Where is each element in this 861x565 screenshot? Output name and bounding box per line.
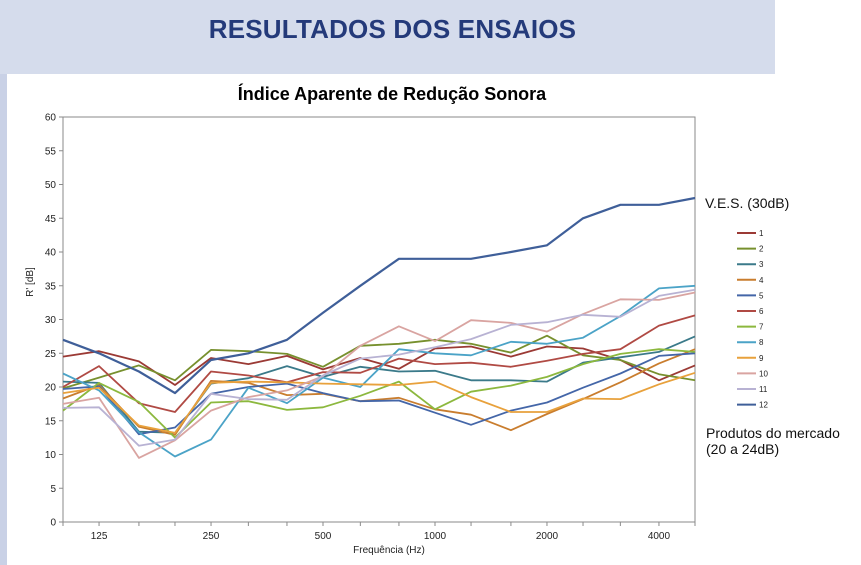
x-axis: 125 250 500 1000 2000 4000: [62, 522, 696, 542]
y-tick-label: 55: [45, 146, 57, 157]
series-line-2: [62, 334, 696, 390]
x-tick-label: 125: [91, 531, 108, 542]
legend-label-2: 2: [759, 245, 764, 254]
series-lines: [62, 196, 696, 459]
y-axis-title: R' [dB]: [25, 267, 36, 297]
series-line-12: [62, 196, 696, 395]
y-tick-label: 45: [45, 214, 57, 225]
y-tick-label: 10: [45, 450, 57, 461]
legend-label-12: 12: [759, 401, 768, 410]
legend-label-10: 10: [759, 369, 768, 378]
y-tick-label: 25: [45, 349, 57, 360]
legend-label-6: 6: [759, 307, 764, 316]
header-band: [0, 0, 775, 74]
chart-background: [10, 76, 704, 562]
legend-label-9: 9: [759, 354, 764, 363]
y-axis: 0 5 10 15 20 25 30 35 40 45 50 55 60: [45, 113, 63, 529]
market-annotation-line1: Produtos do mercado: [706, 425, 840, 441]
y-tick-label: 0: [50, 518, 56, 529]
page-title: RESULTADOS DOS ENSAIOS: [208, 14, 577, 44]
x-axis-title: Frequência (Hz): [353, 545, 425, 556]
y-tick-label: 5: [50, 484, 56, 495]
legend-label-8: 8: [759, 338, 764, 347]
y-tick-label: 30: [45, 315, 57, 326]
y-tick-label: 20: [45, 383, 57, 394]
series-line-9: [62, 371, 696, 434]
series-line-8: [62, 284, 696, 458]
series-line-6: [62, 314, 696, 413]
y-tick-label: 60: [45, 113, 57, 124]
left-accent-strip: [0, 74, 7, 565]
legend-label-4: 4: [759, 276, 764, 285]
y-tick-label: 35: [45, 281, 57, 292]
legend-label-1: 1: [759, 229, 764, 238]
legend-label-3: 3: [759, 260, 764, 269]
y-tick-label: 15: [45, 416, 57, 427]
series-line-5: [62, 352, 696, 436]
market-products-annotation: Produtos do mercado (20 a 24dB): [706, 425, 861, 457]
legend-label-5: 5: [759, 291, 764, 300]
ves-annotation: V.E.S. (30dB): [705, 195, 790, 211]
y-tick-label: 50: [45, 180, 57, 191]
x-tick-label: 1000: [424, 531, 447, 542]
y-tick-label: 40: [45, 248, 57, 259]
series-line-1: [62, 345, 696, 386]
legend-label-7: 7: [759, 323, 764, 332]
x-tick-label: 250: [203, 531, 220, 542]
x-tick-label: 2000: [536, 531, 559, 542]
series-line-10: [62, 291, 696, 459]
market-annotation-line2: (20 a 24dB): [706, 441, 780, 457]
x-tick-label: 4000: [648, 531, 671, 542]
legend-label-11: 11: [759, 385, 768, 394]
chart-title: Índice Aparente de Redução Sonora: [238, 83, 547, 104]
series-line-4: [62, 348, 696, 436]
x-tick-label: 500: [315, 531, 332, 542]
series-line-11: [62, 288, 696, 447]
